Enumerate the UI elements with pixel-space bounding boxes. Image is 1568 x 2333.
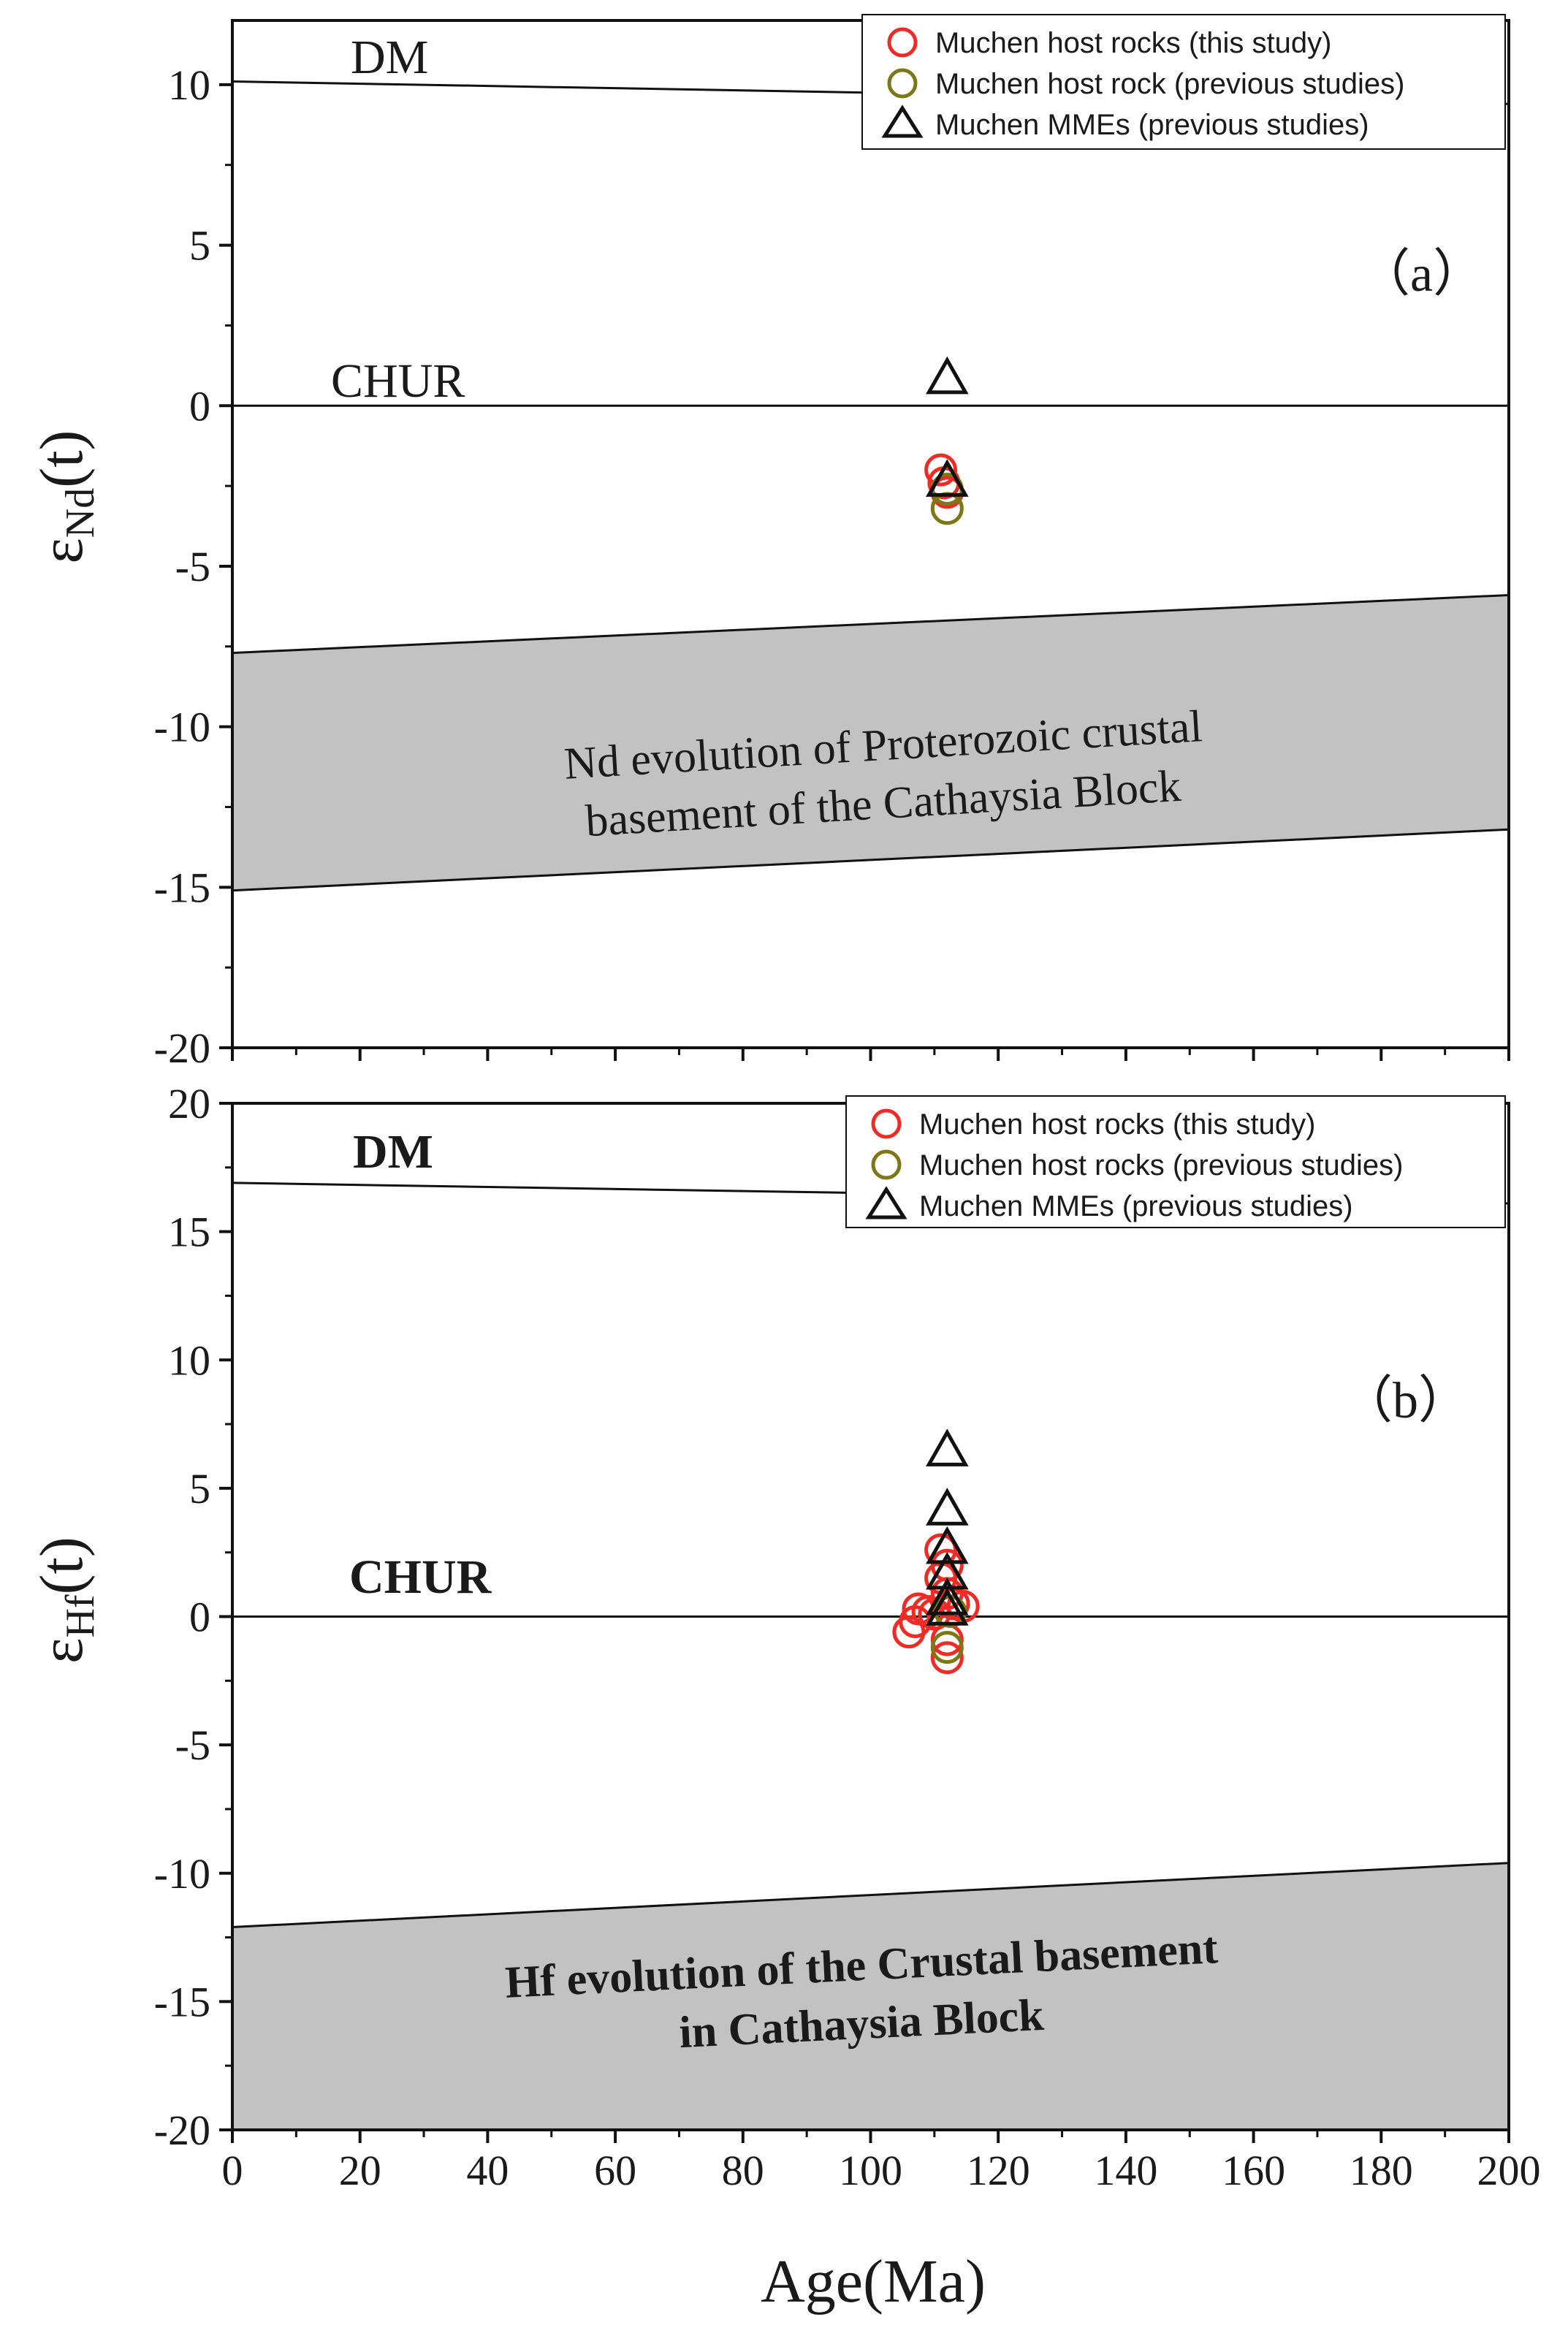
y-tick-label: 0 xyxy=(189,382,210,430)
axes-a: -20 -15 -10 -5 0 5 10 xyxy=(154,19,1510,1072)
legend-box xyxy=(861,14,1506,150)
legend-label: Muchen MMEs (previous studies) xyxy=(935,109,1369,141)
legend-label: Muchen host rock (previous studies) xyxy=(935,68,1405,100)
x-tick-label: 120 xyxy=(967,2147,1030,2194)
axes-b: 0 20 40 60 80 100 120 140 160 180 200 -20 -15 -10 -5 0 5… xyxy=(154,1080,1541,2194)
y-axis-title-b: εHf(t) xyxy=(28,1537,103,1664)
panel-label-b: （b） xyxy=(1341,1373,1469,1429)
legend-label: Muchen MMEs (previous studies) xyxy=(919,1190,1353,1222)
legend-label: Muchen host rocks (previous studies) xyxy=(919,1149,1404,1181)
legend-b: Muchen host rocks (this study) Muchen hos… xyxy=(845,1095,1506,1228)
data-point-triangle xyxy=(926,356,969,395)
legend-label: Muchen host rocks (this study) xyxy=(935,27,1331,59)
x-tick-label: 200 xyxy=(1477,2147,1541,2194)
legend-a: Muchen host rocks (this study) Muchen hos… xyxy=(861,14,1506,150)
data-points-b xyxy=(892,1428,980,1675)
data-point-circle xyxy=(924,453,958,487)
crustal-band-upper-edge xyxy=(232,1862,1509,1929)
legend-marker-circle xyxy=(887,27,918,58)
panel-label-a: （a） xyxy=(1359,246,1484,302)
plot-frame xyxy=(231,19,1510,1049)
legend-label: Muchen host rocks (this study) xyxy=(919,1108,1315,1141)
y-axis-title-a-sub: Nd xyxy=(58,488,103,538)
y-tick-label: -15 xyxy=(154,864,210,911)
y-axis-title-b-sub: Hf xyxy=(58,1594,103,1637)
data-point-triangle xyxy=(926,1577,969,1615)
legend-box xyxy=(845,1095,1506,1228)
y-tick-label: 0 xyxy=(189,1594,210,1641)
y-tick-label: -20 xyxy=(154,2106,210,2154)
x-tick-label: 0 xyxy=(222,2147,243,2194)
ref-label-chur: CHUR xyxy=(331,354,465,408)
y-axis-title-a: εNd(t) xyxy=(28,430,103,563)
data-points-a xyxy=(924,356,969,525)
ref-label-dm: DM xyxy=(351,31,428,84)
ref-labels-a: DM CHUR xyxy=(331,31,465,408)
data-point-circle xyxy=(930,1641,964,1675)
legend-marker-circle xyxy=(871,1108,902,1139)
data-point-triangle xyxy=(926,1428,969,1466)
legend-marker-triangle xyxy=(865,1186,907,1219)
data-point-triangle xyxy=(926,1526,969,1564)
legend-marker-circle xyxy=(871,1149,902,1180)
y-tick-label: -10 xyxy=(154,1850,210,1898)
legend-marker-circle xyxy=(887,68,918,99)
x-tick-label: 140 xyxy=(1094,2147,1157,2194)
y-axis-title-b-main: ε xyxy=(28,1638,96,1664)
crustal-band-fill xyxy=(232,1862,1509,2130)
data-point-triangle xyxy=(926,1551,969,1590)
y-axis-title-b-suffix: (t) xyxy=(28,1537,96,1594)
y-tick-label: -15 xyxy=(154,1978,210,2025)
x-tick-label: 80 xyxy=(722,2147,764,2194)
data-point-triangle xyxy=(926,1488,969,1526)
x-tick-label: 20 xyxy=(339,2147,381,2194)
data-point-triangle xyxy=(926,1588,969,1626)
ref-labels-b: DM CHUR xyxy=(349,1125,492,1604)
crustal-band-lower-edge xyxy=(232,828,1509,892)
crustal-band-b xyxy=(232,1862,1509,2130)
ref-label-chur: CHUR xyxy=(349,1550,492,1604)
crustal-band-fill xyxy=(232,595,1509,891)
y-axis-title-a-suffix: (t) xyxy=(28,430,96,487)
x-tick-label: 100 xyxy=(839,2147,902,2194)
x-tick-label: 180 xyxy=(1350,2147,1413,2194)
y-tick-label: 10 xyxy=(168,1336,210,1384)
x-tick-label: 60 xyxy=(594,2147,636,2194)
y-tick-label: -20 xyxy=(154,1024,210,1072)
y-axis-title-a-main: ε xyxy=(28,538,96,563)
data-point-circle xyxy=(930,1631,964,1664)
crustal-band-upper-edge xyxy=(232,593,1509,655)
crustal-band-a xyxy=(232,593,1509,892)
y-tick-label: 5 xyxy=(189,1465,210,1512)
y-tick-label: 10 xyxy=(168,61,210,109)
y-tick-label: -10 xyxy=(154,704,210,751)
y-tick-label: 20 xyxy=(168,1080,210,1127)
x-tick-label: 40 xyxy=(466,2147,509,2194)
data-point-triangle xyxy=(926,459,969,497)
x-axis-title: Age(Ma) xyxy=(761,2248,986,2315)
panel-a: Nd evolution of Proterozoic crustalbasem… xyxy=(28,14,1510,1072)
legend-marker-triangle xyxy=(881,104,924,138)
y-tick-label: 5 xyxy=(189,222,210,270)
ref-label-dm: DM xyxy=(353,1125,433,1179)
y-tick-label: 15 xyxy=(168,1209,210,1256)
y-tick-label: -5 xyxy=(175,1721,210,1769)
y-tick-label: -5 xyxy=(175,543,210,590)
x-tick-label: 160 xyxy=(1222,2147,1285,2194)
